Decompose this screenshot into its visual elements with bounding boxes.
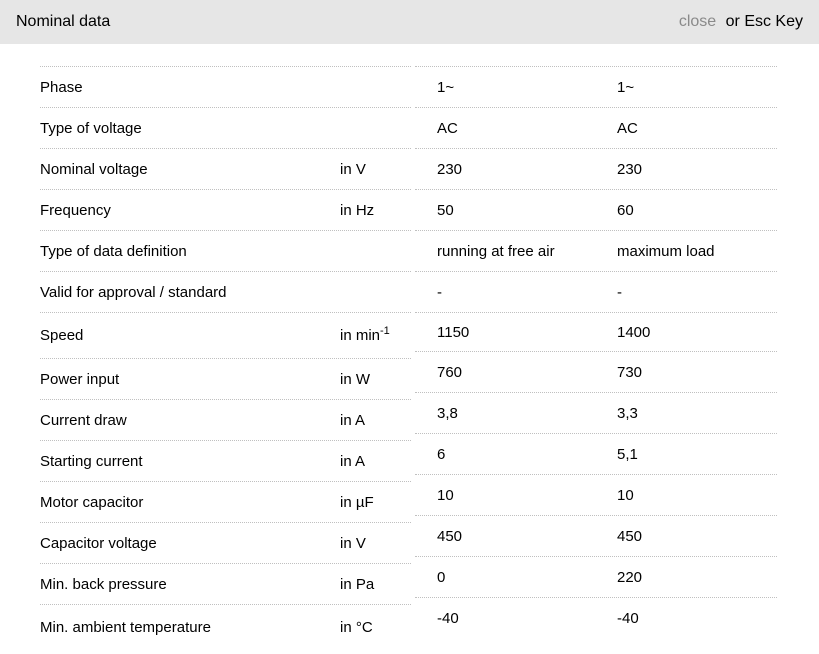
row-unit: in min-1 (340, 325, 390, 345)
row-value-1: 10 (437, 486, 454, 504)
row-label: Min. back pressure (40, 575, 167, 593)
table-row-values: AC AC (415, 107, 777, 148)
nominal-data-table: Phase Type of voltage Nominal voltage in … (40, 66, 777, 650)
row-value-2: 3,3 (617, 404, 638, 422)
table-row: Speed in min-1 (40, 312, 411, 358)
row-value-1: 6 (437, 445, 446, 463)
row-value-2: -40 (617, 609, 639, 627)
row-unit: in °C (340, 619, 373, 636)
row-label: Nominal voltage (40, 160, 148, 178)
table-row-values: 3,8 3,3 (415, 392, 777, 433)
row-value-2: 730 (617, 363, 643, 381)
label-unit-column: Phase Type of voltage Nominal voltage in … (40, 66, 411, 650)
table-row-values: 450 450 (415, 515, 777, 556)
table-row: Type of voltage (40, 107, 411, 148)
table-row-values: running at free air maximum load (415, 230, 777, 271)
esc-key-hint: or Esc Key (725, 13, 803, 30)
row-value-2: 220 (617, 568, 643, 586)
row-unit: in A (340, 452, 366, 470)
row-label: Valid for approval / standard (40, 283, 227, 301)
table-row: Type of data definition (40, 230, 411, 271)
table-row-values: 0 220 (415, 556, 777, 597)
row-value-1: running at free air (437, 242, 555, 260)
dialog-close-area: close or Esc Key (679, 13, 803, 31)
dialog-title: Nominal data (16, 13, 111, 30)
row-value-2: AC (617, 119, 638, 137)
row-value-2: 1400 (617, 323, 651, 341)
table-row: Nominal voltage in V (40, 148, 411, 189)
row-unit: in Pa (340, 575, 375, 593)
table-row-values: 6 5,1 (415, 433, 777, 474)
row-value-1: 1~ (437, 78, 455, 96)
table-row: Power input in W (40, 358, 411, 399)
table-row: Valid for approval / standard (40, 271, 411, 312)
row-value-2: 10 (617, 486, 634, 504)
table-row: Starting current in A (40, 440, 411, 481)
row-value-1: 450 (437, 527, 463, 545)
table-row: Min. back pressure in Pa (40, 563, 411, 604)
row-value-2: 230 (617, 160, 643, 178)
row-value-1: 760 (437, 363, 463, 381)
row-label: Motor capacitor (40, 493, 144, 511)
row-value-1: 0 (437, 568, 446, 586)
row-unit: in V (340, 160, 366, 178)
row-value-1: 3,8 (437, 404, 458, 422)
table-row: Motor capacitor in µF (40, 481, 411, 522)
row-value-1: 50 (437, 201, 454, 219)
row-value-2: maximum load (617, 242, 715, 260)
row-value-1: -40 (437, 609, 459, 627)
row-value-2: 60 (617, 201, 634, 219)
row-label: Min. ambient temperature (40, 619, 211, 636)
table-row-values: 760 730 (415, 351, 777, 392)
row-value-2: 450 (617, 527, 643, 545)
dialog-header: Nominal data close or Esc Key (0, 0, 819, 44)
row-unit: in µF (340, 493, 374, 511)
row-label: Power input (40, 370, 120, 388)
row-label: Starting current (40, 452, 143, 470)
table-row: Min. ambient temperature in °C (40, 604, 411, 650)
row-unit: in A (340, 411, 366, 429)
row-value-1: AC (437, 119, 458, 137)
row-unit: in W (340, 370, 370, 388)
values-column: 1~ 1~ AC AC 230 230 50 60 running at free ai… (415, 66, 777, 638)
table-row-values: -- (415, 271, 777, 312)
row-label: Type of data definition (40, 242, 187, 260)
close-link[interactable]: close (678, 13, 717, 30)
table-row-values: 1~ 1~ (415, 66, 777, 107)
row-value-1: - (437, 283, 442, 301)
row-label: Phase (40, 78, 83, 96)
row-label: Current draw (40, 411, 127, 429)
row-value-2: - (617, 283, 622, 301)
row-value-1: 1150 (437, 323, 470, 341)
row-label: Type of voltage (40, 119, 142, 137)
row-value-2: 1~ (617, 78, 635, 96)
row-value-1: 230 (437, 160, 463, 178)
table-row: Phase (40, 66, 411, 107)
row-label: Speed (40, 327, 84, 344)
table-row-values: 1150 1400 (415, 312, 777, 351)
table-row: Current draw in A (40, 399, 411, 440)
row-label: Frequency (40, 201, 111, 219)
row-value-2: 5,1 (617, 445, 638, 463)
table-row-values: 230 230 (415, 148, 777, 189)
row-unit: in Hz (340, 201, 375, 219)
table-row: Frequency in Hz (40, 189, 411, 230)
table-row-values: 10 10 (415, 474, 777, 515)
row-unit: in V (340, 534, 366, 552)
row-label: Capacitor voltage (40, 534, 157, 552)
table-row-values: -40 -40 (415, 597, 777, 638)
table-row-values: 50 60 (415, 189, 777, 230)
table-row: Capacitor voltage in V (40, 522, 411, 563)
